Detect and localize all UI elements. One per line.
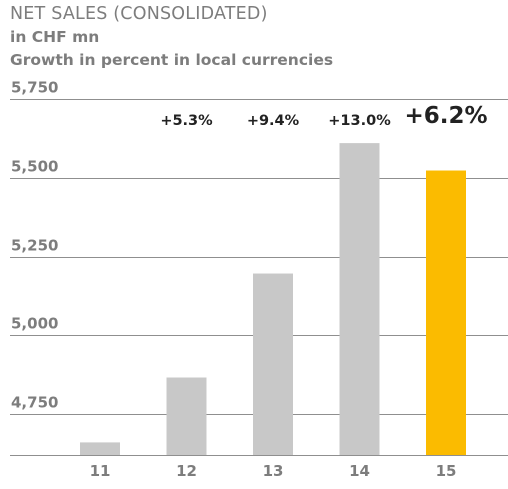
x-tick-label: 12 xyxy=(176,462,197,480)
growth-label: +13.0% xyxy=(328,113,391,129)
chart-subtitle-growth: Growth in percent in local currencies xyxy=(10,51,334,69)
y-tick-label: 5,000 xyxy=(11,315,58,333)
bar xyxy=(166,377,207,455)
x-tick-label: 14 xyxy=(349,462,370,480)
y-tick-label: 5,750 xyxy=(11,79,58,97)
bar xyxy=(80,442,120,455)
x-tick-label: 13 xyxy=(263,462,284,480)
bar xyxy=(339,143,380,455)
y-tick-label: 5,500 xyxy=(11,158,58,176)
x-tick-label: 15 xyxy=(436,462,457,480)
bar xyxy=(426,170,466,455)
x-tick-label: 11 xyxy=(90,462,111,480)
chart-subtitle-unit: in CHF mn xyxy=(10,28,100,46)
y-tick-label: 5,250 xyxy=(11,237,58,255)
growth-label: +5.3% xyxy=(160,113,213,129)
growth-label: +9.4% xyxy=(247,113,300,129)
bar xyxy=(253,273,293,455)
growth-label: +6.2% xyxy=(404,103,487,129)
y-tick-label: 4,750 xyxy=(11,394,58,412)
chart-title: NET SALES (CONSOLIDATED) xyxy=(10,4,268,24)
